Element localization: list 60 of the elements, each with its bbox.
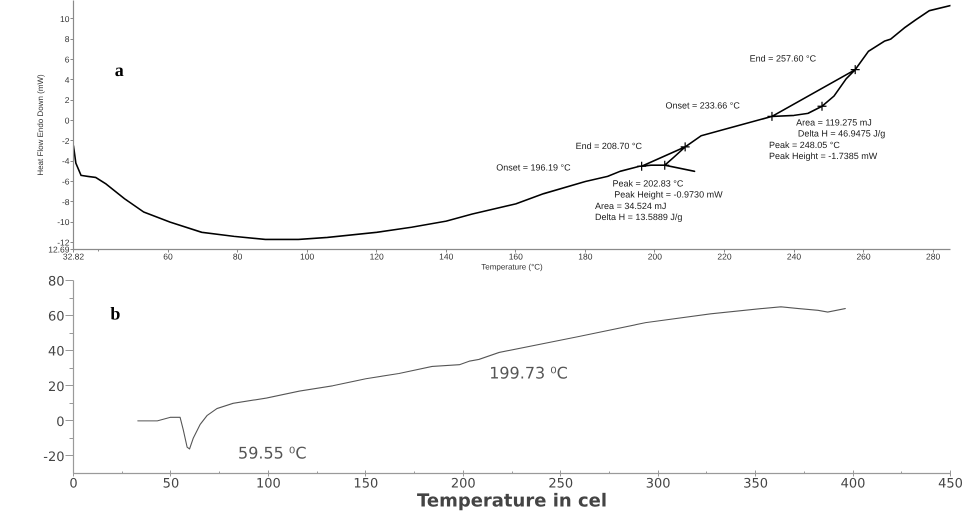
x-tick-label: 200 xyxy=(450,476,476,492)
x-axis-title: Temperature (°C) xyxy=(481,262,544,272)
x-tick-label: 260 xyxy=(856,252,871,262)
annotation: Onset = 196.19 °C xyxy=(496,162,572,172)
annotation: Peak = 202.83 °C xyxy=(612,178,684,189)
annotation: Delta H = 46.9475 J/g xyxy=(798,128,886,139)
x-tick-label: 140 xyxy=(439,252,454,262)
y-tick-label: -12 xyxy=(57,237,70,248)
x-tick-label: 250 xyxy=(548,476,574,492)
y-tick-label: -6 xyxy=(62,176,70,186)
x-tick-label: 450 xyxy=(938,476,963,492)
y-tick-label: -20 xyxy=(43,450,64,465)
y-tick-label: 0 xyxy=(64,115,70,126)
x-tick-label: 50 xyxy=(162,476,180,492)
text: b xyxy=(110,303,120,324)
annotation: Peak = 248.05 °C xyxy=(768,140,840,150)
y-tick-label: -2 xyxy=(62,136,70,146)
y-tick-label: 60 xyxy=(48,310,65,325)
annotation: 59.55 ⁰C xyxy=(238,443,307,462)
x-tick-label: 150 xyxy=(353,476,378,492)
x-tick-label: 160 xyxy=(508,252,524,262)
y-tick-label: -10 xyxy=(57,217,70,228)
y-tick-label: -4 xyxy=(62,156,70,166)
x-tick-label: 400 xyxy=(840,476,866,492)
x-tick-label: 280 xyxy=(926,252,940,262)
y-tick-label: 2 xyxy=(64,95,70,106)
annotation: End = 208.70 °C xyxy=(576,140,642,151)
annotation: Peak Height = -1.7385 mW xyxy=(768,151,878,162)
y-tick-label: 4 xyxy=(64,74,70,85)
x-tick-label: 220 xyxy=(717,252,732,262)
y-axis-title: Heat Flow Endo Down (mW) xyxy=(36,74,46,176)
y-tick-label: 0 xyxy=(56,414,65,430)
annotation: Delta H = 13.5889 J/g xyxy=(595,212,682,222)
annotation: Area = 34.524 mJ xyxy=(595,200,666,211)
x-tick-label: 100 xyxy=(256,476,281,492)
annotation: Onset = 233.66 °C xyxy=(665,100,740,110)
y-tick-label: -8 xyxy=(62,196,70,207)
x-tick-label: 240 xyxy=(786,252,802,262)
y-tick-label: 12.69 xyxy=(48,244,70,254)
annotation: End = 257.60 °C xyxy=(750,54,817,64)
annotation: 199.73 ⁰C xyxy=(489,363,568,382)
y-tick-label: 6 xyxy=(64,54,70,64)
x-tick-label: 180 xyxy=(578,252,593,262)
y-tick-label: 8 xyxy=(64,34,70,44)
x-tick-label: 350 xyxy=(743,476,768,492)
x-axis-title: Temperature in cel xyxy=(416,490,608,512)
y-tick-label: 20 xyxy=(48,380,65,395)
x-tick-label: 120 xyxy=(370,252,384,262)
x-tick-label: 80 xyxy=(232,252,243,262)
x-tick-label: 200 xyxy=(648,252,662,262)
x-tick-label: 300 xyxy=(646,476,671,492)
x-tick-label: 60 xyxy=(163,252,174,262)
y-tick-label: 40 xyxy=(48,344,65,360)
annotation: Peak Height = -0.9730 mW xyxy=(614,190,724,200)
annotation: Area = 119.275 mJ xyxy=(796,118,872,128)
text: a xyxy=(114,60,124,80)
x-tick-label: 100 xyxy=(300,252,314,262)
y-tick-label: 80 xyxy=(48,274,65,290)
x-tick-label: 32.82 xyxy=(62,252,84,262)
y-tick-label: 10 xyxy=(60,14,70,24)
